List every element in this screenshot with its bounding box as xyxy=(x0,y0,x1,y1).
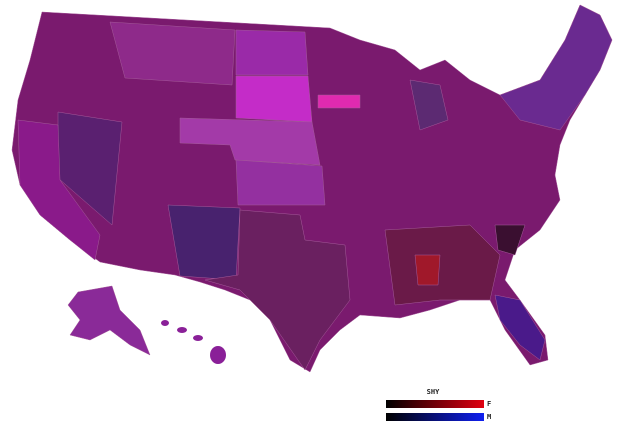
legend-label: F xyxy=(487,400,491,408)
island xyxy=(193,335,203,341)
island xyxy=(177,327,187,333)
region-northeast xyxy=(499,4,613,131)
region-mn-south xyxy=(317,94,361,109)
legend: SHY F M xyxy=(386,388,491,421)
region-montana xyxy=(109,21,236,86)
us-mainland xyxy=(11,4,613,373)
region-nebraska xyxy=(179,117,321,166)
island xyxy=(210,346,226,364)
region-southcarolina xyxy=(494,224,526,256)
hawaii xyxy=(161,320,226,364)
legend-title: SHY xyxy=(427,388,440,396)
region-northdakota xyxy=(235,29,309,76)
region-southdakota xyxy=(235,75,313,123)
region-newmexico xyxy=(167,204,241,281)
region-florida xyxy=(494,294,546,361)
region-southeast xyxy=(384,224,501,306)
region-alabama xyxy=(414,254,441,286)
region-kansas xyxy=(235,159,326,206)
legend-label: M xyxy=(487,413,491,421)
region-michigan xyxy=(409,79,449,131)
legend-swatch xyxy=(386,413,484,421)
alaska xyxy=(67,285,151,356)
region-california xyxy=(17,119,101,261)
island xyxy=(161,320,169,326)
legend-swatch xyxy=(386,400,484,408)
region-texas xyxy=(204,209,351,371)
